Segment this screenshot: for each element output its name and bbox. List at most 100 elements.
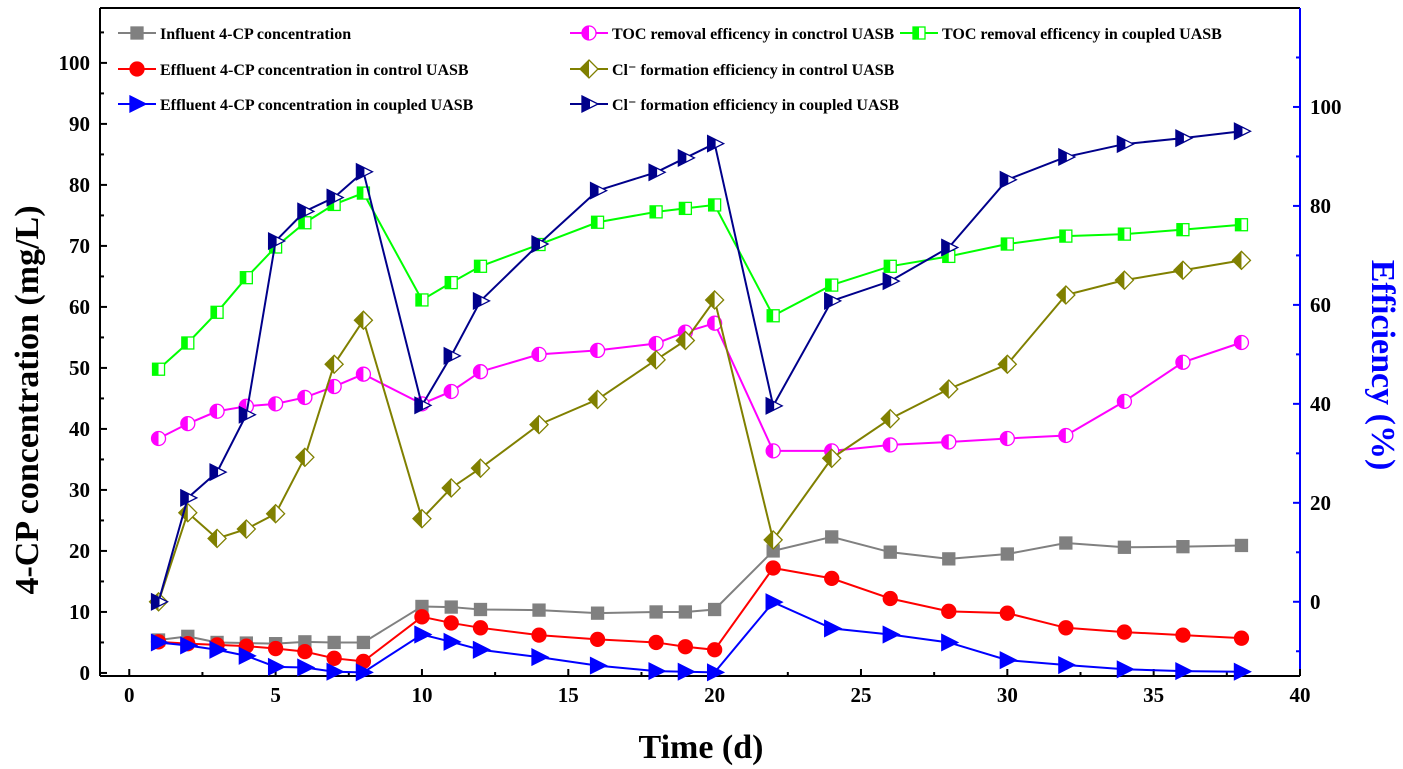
data-point [590,215,605,229]
data-point [825,278,839,292]
data-point [999,170,1018,189]
y-left-axis: 0 10 20 30 40 50 60 70 80 90 100 [59,31,107,685]
x-tick-label: 5 [270,683,281,707]
data-point [1233,334,1250,351]
y-right-tick-label: 20 [1310,491,1331,515]
data-point [209,463,228,482]
data-point [648,634,664,651]
legend-swatch-marker [581,25,597,41]
data-point [1058,655,1077,675]
data-point [472,364,489,380]
data-point [704,290,725,310]
data-point [1175,354,1191,370]
data-point [470,458,491,479]
legend-item: Cl⁻ formation efficiency in coupled UASB [570,94,899,114]
data-point [1116,135,1135,154]
data-point [297,389,313,406]
data-point [589,631,606,648]
data-point [238,405,257,424]
data-point [326,650,342,666]
data-point [825,530,839,544]
data-point [531,648,550,667]
x-tick-label: 25 [850,683,871,707]
y-left-tick-label: 50 [69,356,90,380]
x-tick-label: 15 [558,683,579,707]
legend-swatch-marker [579,59,599,79]
data-point [765,560,781,576]
data-point [326,188,345,207]
y-left-tick-label: 80 [69,173,90,197]
data-point [444,600,458,614]
data-point [207,528,227,549]
x-tick-label: 35 [1143,683,1164,707]
data-point [677,148,696,167]
data-point [355,663,374,682]
data-point [472,640,491,659]
data-point [532,603,546,617]
data-point [942,552,956,566]
data-point [327,635,341,650]
data-point [326,662,345,681]
data-point [649,605,663,619]
series-line [158,321,1242,452]
data-point [531,234,550,254]
x-tick-label: 0 [124,683,135,707]
data-point [999,430,1015,447]
series-line [157,130,1242,603]
series-line [158,535,1242,645]
data-point [648,335,664,352]
data-point [1176,540,1190,554]
data-point [1234,538,1249,553]
data-point [297,658,316,677]
data-point [150,430,167,447]
data-point [1175,662,1194,681]
legend-item: TOC removal efficency in conctrol UASB [570,25,895,43]
series-line [157,259,1242,603]
data-point [180,488,199,507]
data-point [238,646,257,665]
data-point [1058,427,1074,444]
data-point [589,342,606,359]
data-point [180,415,196,432]
data-point [765,396,784,415]
data-point [297,643,313,660]
x-tick-label: 40 [1290,683,1311,707]
data-point [1233,630,1250,646]
data-point [706,134,726,153]
y-left-tick-label: 20 [69,539,90,563]
legend-swatch-marker [581,94,600,114]
data-point [999,651,1018,670]
y-left-tick-label: 40 [69,417,90,441]
data-point [821,448,842,469]
legend-label: Cl⁻ formation efficiency in control UASB [612,62,895,79]
data-point [1114,270,1135,291]
data-point [443,632,462,651]
data-point [355,366,372,382]
data-point [648,662,667,681]
x-tick-label: 20 [704,683,725,707]
data-point [707,198,722,212]
legend-label: Effluent 4-CP concentration in coupled U… [160,97,474,114]
data-point [706,642,723,658]
data-point [414,396,433,415]
data-point [1055,285,1076,305]
y-left-tick-label: 100 [59,51,91,75]
y-right-tick-label: 80 [1310,194,1331,218]
data-point [414,625,433,644]
legend-label: Cl⁻ formation efficiency in coupled UASB [612,97,899,114]
y-left-tick-label: 30 [69,478,90,502]
data-point [444,275,458,290]
data-point [267,640,284,657]
legend: Influent 4-CP concentration Effluent 4-CP… [118,25,1222,114]
data-point [1176,223,1190,237]
data-point [473,259,488,273]
data-point [675,330,696,351]
data-point [472,620,489,636]
data-point [529,414,549,435]
data-point [765,593,784,612]
data-point [356,635,371,650]
y-left-tick-label: 0 [80,661,91,685]
data-point [353,310,374,331]
data-point [589,656,609,675]
